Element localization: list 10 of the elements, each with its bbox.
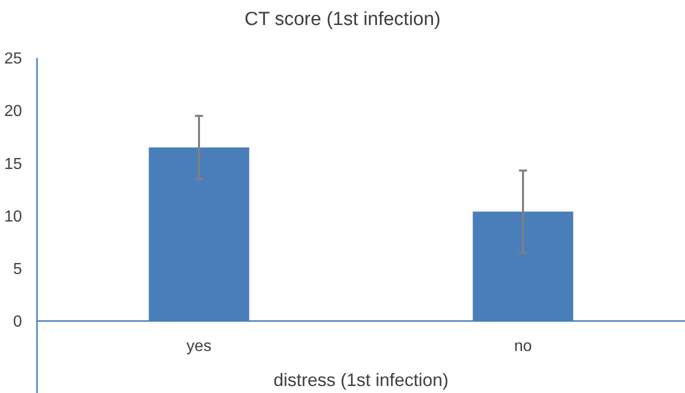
y-tick-label: 10 (4, 208, 22, 226)
chart-title: CT score (1st infection) (244, 9, 441, 30)
y-tick-label: 20 (4, 103, 22, 120)
y-tick-label: 0 (13, 314, 22, 331)
x-tick-label: yes (186, 338, 212, 355)
x-axis-title: distress (1st infection) (273, 370, 449, 390)
x-tick-label: no (514, 338, 532, 355)
y-tick-label: 5 (13, 261, 22, 278)
y-tick-label: 25 (4, 50, 22, 68)
y-tick-label: 15 (4, 156, 22, 173)
